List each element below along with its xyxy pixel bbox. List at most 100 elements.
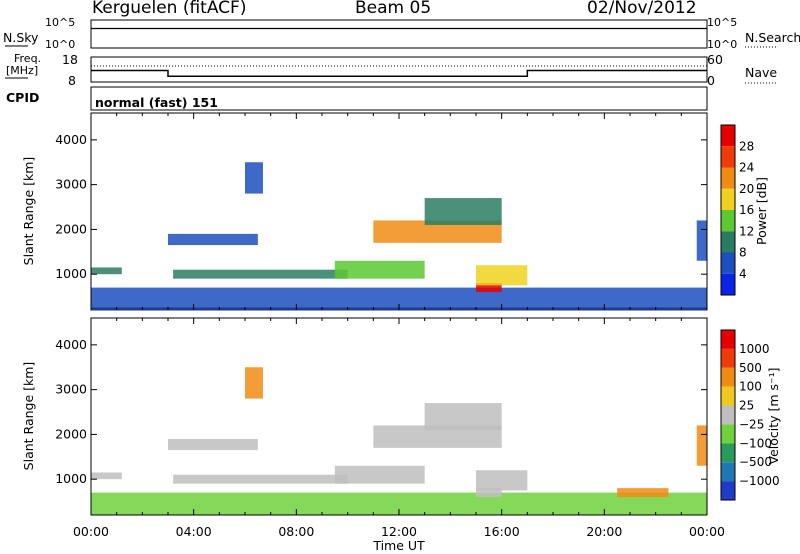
power-region: [334, 260, 425, 279]
velocity-region: [245, 367, 263, 399]
velocity-ytick-label: 1000: [55, 471, 87, 486]
xaxis-tick-label: 12:00: [381, 524, 417, 539]
freq-tick-bottom: 8: [68, 73, 76, 88]
velocity-colorbar-tick: 500: [739, 361, 762, 375]
velocity-ytick-label: 3000: [55, 382, 87, 397]
velocity-region: [168, 438, 258, 451]
xaxis-tick-label: 04:00: [176, 524, 212, 539]
freq-panel: [5, 56, 778, 84]
power-ytick-label: 4000: [55, 132, 87, 147]
freq-panel-frame: [90, 56, 708, 83]
power-colorbar-tick: 28: [739, 139, 754, 153]
velocity-colorbar-tick: 1000: [739, 342, 770, 356]
velocity-cells: [91, 367, 707, 515]
velocity-panel: 4000 3000 2000 1000 1000 500 100 25 −25 −100 −500…: [21, 317, 781, 516]
velocity-colorbar-tick: 25: [739, 399, 754, 413]
power-region: [696, 220, 707, 261]
xaxis-tick-label: 00:00: [73, 524, 109, 539]
velocity-colorbar-tick: −1000: [739, 474, 780, 488]
power-xaxis: [90, 113, 708, 310]
velocity-colorbar-frame: [720, 329, 736, 501]
beam-title: Beam 05: [355, 0, 432, 18]
power-colorbar-tick: 20: [739, 182, 754, 196]
cpid-mode: normal (fast) 151: [95, 95, 218, 110]
power-colorbar-tick: 24: [739, 161, 754, 175]
freq-label: Freq.: [14, 52, 42, 65]
velocity-colorbar-swatch: [721, 330, 735, 349]
power-colorbar-swatch: [721, 252, 735, 274]
noise-panel: [5, 19, 778, 49]
power-colorbar-tick: 16: [739, 203, 754, 217]
power-colorbar-swatch: [721, 167, 735, 189]
velocity-region: [91, 472, 122, 480]
nsearch-tick-top: 10^5: [707, 16, 738, 29]
power-region: [476, 283, 502, 293]
velocity-yaxis: 4000 3000 2000 1000: [55, 337, 707, 486]
velocity-colorbar-swatch: [721, 481, 735, 500]
freq-line: [91, 69, 707, 77]
cpid-label: CPID: [6, 90, 40, 105]
power-region: [91, 267, 122, 275]
velocity-ytick-label: 4000: [55, 337, 87, 352]
power-panel-frame: [90, 112, 708, 311]
noise-panel-frame: [90, 19, 708, 49]
station-title: Kerguelen (fitACF): [92, 0, 247, 18]
velocity-colorbar-swatch: [721, 405, 735, 425]
velocity-colorbar-tick: −100: [739, 436, 772, 450]
freq-tick-top: 18: [62, 52, 78, 67]
power-colorbar-tick: 8: [739, 246, 747, 260]
power-ylabel: Slant Range [km]: [21, 157, 36, 266]
xaxis-tick-label: 08:00: [278, 524, 314, 539]
velocity-colorbar-swatch: [721, 386, 735, 406]
power-ytick-label: 3000: [55, 177, 87, 192]
power-region: [245, 162, 263, 194]
power-region: [91, 287, 707, 310]
velocity-xaxis: [90, 318, 708, 515]
nsearch-label: N.Search: [745, 30, 800, 45]
velocity-region: [476, 470, 528, 491]
velocity-colorbar: 1000 500 100 25 −25 −100 −500 −1000: [720, 329, 780, 501]
power-region: [476, 265, 528, 286]
power-ytick-label: 2000: [55, 221, 87, 236]
velocity-region: [617, 488, 669, 498]
xaxis-label: Time UT: [372, 538, 425, 553]
power-colorbar-swatch: [721, 188, 735, 210]
velocity-colorbar-tick: −500: [739, 455, 772, 469]
power-region: [168, 233, 258, 246]
velocity-colorbar-label: Velocity [m s⁻¹]: [766, 367, 781, 464]
power-yaxis: 4000 3000 2000 1000: [55, 132, 707, 281]
power-region: [173, 269, 348, 279]
nsky-tick-top: 10^5: [45, 16, 76, 29]
xaxis-tick-label: 16:00: [484, 524, 520, 539]
power-region: [424, 198, 502, 225]
velocity-region: [373, 425, 502, 448]
power-colorbar-swatch: [721, 125, 735, 147]
velocity-colorbar-swatch: [721, 443, 735, 463]
freq-unit-label: [MHz]: [6, 64, 39, 77]
xaxis-tick-label: 00:00: [689, 524, 725, 539]
xaxis-tick-label: 20:00: [586, 524, 622, 539]
velocity-ylabel: Slant Range [km]: [21, 362, 36, 471]
velocity-colorbar-swatch: [721, 462, 735, 482]
velocity-panel-frame: [90, 317, 708, 516]
velocity-colorbar-tick: 100: [739, 380, 762, 394]
nsky-tick-bottom: 10^0: [45, 38, 76, 51]
power-colorbar-swatch: [721, 273, 735, 295]
power-colorbar-frame: [720, 124, 736, 296]
power-panel: 4000 3000 2000 1000 28 24 20 16 12 8 4 Slant Rang…: [21, 112, 769, 311]
power-colorbar-swatch: [721, 231, 735, 253]
power-region: [373, 220, 502, 243]
cpid-panel-frame: [90, 86, 708, 111]
power-colorbar: 28 24 20 16 12 8 4: [720, 124, 754, 296]
velocity-colorbar-swatch: [721, 348, 735, 368]
velocity-region: [334, 465, 425, 484]
power-cells: [91, 162, 707, 310]
nave-tick-bottom: 0: [707, 73, 715, 88]
velocity-region: [696, 425, 707, 466]
velocity-region: [476, 488, 502, 498]
power-colorbar-tick: 12: [739, 224, 754, 238]
velocity-colorbar-swatch: [721, 367, 735, 387]
nave-label: Nave: [745, 65, 778, 80]
velocity-colorbar-swatch: [721, 424, 735, 444]
